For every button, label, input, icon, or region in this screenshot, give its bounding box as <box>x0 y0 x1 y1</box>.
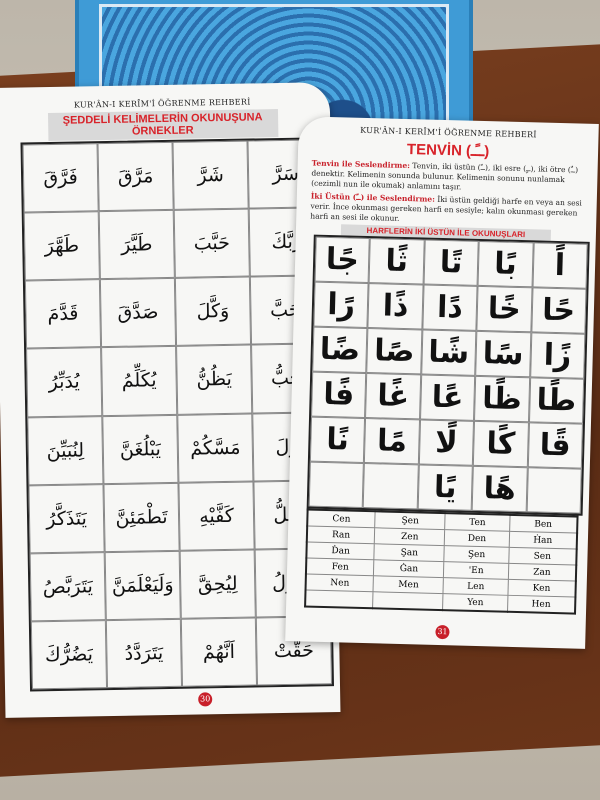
table-cell: Nen <box>305 574 374 592</box>
letter-cell <box>308 461 365 508</box>
word-cell: وَلَيَعْلَمَنَّ <box>104 550 181 620</box>
letter-cell <box>363 462 419 510</box>
word-cell: اَنَّهُمْ <box>180 617 257 687</box>
table-cell: Cen <box>307 509 376 528</box>
table-cell <box>372 591 444 611</box>
letter-cell: ثًا <box>368 238 425 285</box>
word-cell: يَظُنُّ <box>176 344 253 415</box>
letter-cell: غًا <box>365 373 422 420</box>
table-cell: Len <box>443 577 509 596</box>
word-cell: صَدَّقَ <box>99 278 177 348</box>
letter-cell: دًا <box>422 284 478 331</box>
word-cell: يَضُرُّكَ <box>30 619 108 690</box>
word-cell: لِيُحِقَّ <box>179 549 256 619</box>
table-cell: Den <box>444 529 510 548</box>
letter-cell: خًا <box>476 285 533 333</box>
word-cell: قَدَّمَ <box>24 279 102 349</box>
word-cell: لِنُبَيِّنَ <box>27 415 104 486</box>
word-cell: طَهَّرَ <box>23 211 100 281</box>
letter-cell: ظًا <box>474 375 530 423</box>
letter-grid: جًا ثًا تًا بًا اً رًا ذًا دًا خًا حًا ضًا صًا شًا سً… <box>306 234 590 516</box>
letter-cell: طًا <box>528 377 585 424</box>
table-cell: 'En <box>443 561 509 580</box>
table-cell: Ten <box>445 513 510 532</box>
letter-cell: نًا <box>309 416 366 463</box>
table-cell: Men <box>373 575 444 594</box>
table-cell: Ḋan <box>306 542 375 560</box>
table-cell: Şan <box>374 543 445 562</box>
table-cell: Ġan <box>373 559 445 578</box>
transliteration-table: Cen Şen Ten Ben Ran Zen Den Ḣan Ḋan Şan Şen Sen Fen Ġ… <box>304 508 579 615</box>
table-cell: Ben <box>509 514 578 534</box>
table-cell: Fen <box>305 558 375 576</box>
section-banner: ŞEDDELİ KELİMELERİN OKUNUŞUNA ÖRNEKLER <box>47 109 278 142</box>
table-cell: Şen <box>444 545 509 564</box>
word-cell: كَفَّيْهِ <box>178 481 255 551</box>
word-cell: تَطْمَئِنَّ <box>103 482 180 552</box>
table-cell: Ran <box>306 526 375 544</box>
right-page: KUR'ÂN-I KERÎM'İ ÖĞRENME REHBERİ TENVİN … <box>285 116 599 649</box>
word-cell: حَبَّبَ <box>173 208 250 279</box>
table-cell: Sen <box>508 547 577 566</box>
table-cell: Zen <box>374 527 446 546</box>
word-cell: وَكَّلَ <box>174 276 252 347</box>
letter-cell: سًا <box>475 330 531 378</box>
word-cell: يُكَلِّمُ <box>101 346 178 416</box>
word-cell: شَرَّ <box>172 140 249 210</box>
letter-cell: هًا <box>471 465 528 513</box>
letter-cell <box>526 467 582 514</box>
word-cell: فَرَّقَ <box>22 143 99 213</box>
word-cell: يُدَبِّرُ <box>26 347 103 417</box>
letter-cell: فًا <box>311 371 367 419</box>
table-cell: Ḣan <box>508 531 578 550</box>
letter-cell: مًا <box>364 418 420 465</box>
letter-cell: ضًا <box>312 326 368 374</box>
letter-cell: حًا <box>530 287 587 334</box>
word-cell: مَرَّقَ <box>97 141 174 212</box>
word-cell: مَسَّكُمْ <box>177 413 254 483</box>
letter-cell: عًا <box>419 374 476 421</box>
letter-cell: شًا <box>421 329 477 376</box>
table-cell: Şen <box>374 511 446 530</box>
letter-cell: صًا <box>366 328 423 375</box>
page-header: KUR'ÂN-I KERÎM'İ ÖĞRENME REHBERİ <box>73 97 251 110</box>
letter-cell: بًا <box>477 240 534 288</box>
letter-cell: لًا <box>418 419 475 466</box>
letter-cell: زًا <box>529 332 586 379</box>
letter-cell: اً <box>532 242 588 289</box>
letter-cell: قًا <box>527 422 583 469</box>
table-cell: Hen <box>507 595 576 614</box>
letter-cell: كًا <box>473 420 529 468</box>
letter-cell: ذًا <box>367 283 424 330</box>
letter-cell: تًا <box>423 239 479 286</box>
letter-cell: جًا <box>314 236 371 284</box>
word-cell: يَبْلُغَنَّ <box>102 414 179 484</box>
paragraph-tenvin: Tenvin ile Seslendirme: Tenvin, iki üstü… <box>311 159 584 196</box>
page-number: 30 <box>198 692 213 707</box>
letter-cell: يًا <box>417 464 474 511</box>
word-cell: يَتَرَدَّدُ <box>105 618 183 689</box>
word-cell: طَيَّرَ <box>98 209 175 280</box>
paragraph-iki-ustun: İki Üstün (ــً) ile Seslendirme: İki üst… <box>310 192 583 229</box>
table-cell: Zan <box>508 563 577 582</box>
word-cell: يَتَرَبَّصُ <box>29 551 106 622</box>
word-cell: يَتَذَكَّرُ <box>28 483 105 554</box>
table-cell <box>305 589 374 609</box>
letter-cell: رًا <box>313 281 369 329</box>
page-number: 31 <box>435 624 450 640</box>
table-cell: Ken <box>507 579 576 598</box>
table-cell: Yen <box>443 593 508 612</box>
